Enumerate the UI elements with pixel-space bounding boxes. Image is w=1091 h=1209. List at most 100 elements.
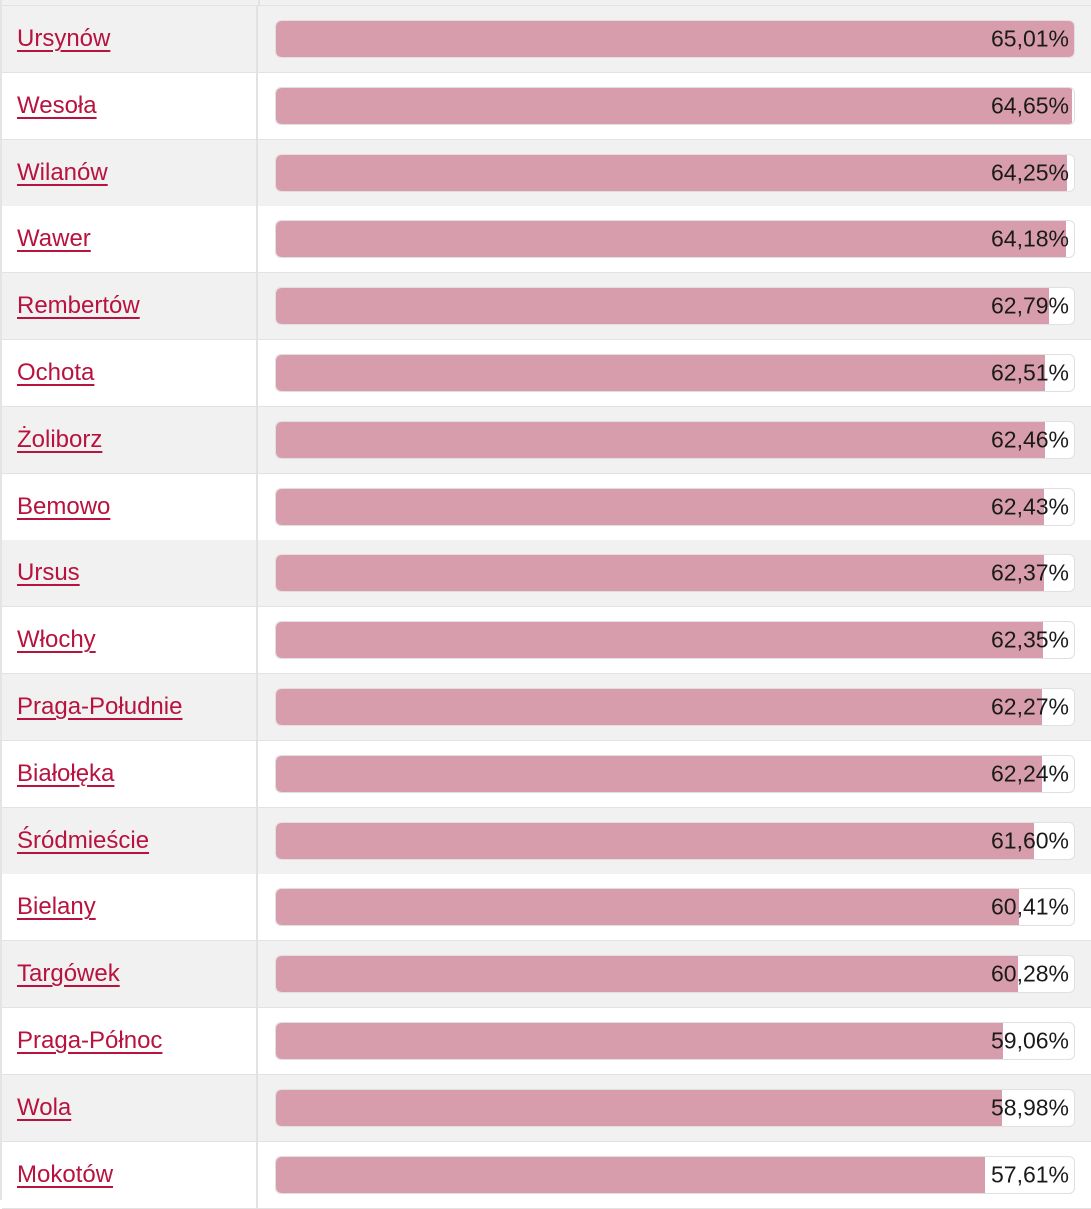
district-link[interactable]: Białołęka bbox=[17, 759, 115, 787]
bar-fill bbox=[276, 822, 1035, 859]
bar-fill bbox=[276, 622, 1044, 659]
bar-fill bbox=[276, 87, 1072, 124]
bar-cell: 60,28% bbox=[260, 941, 1091, 1007]
bar-value-label: 62,46% bbox=[990, 426, 1069, 453]
district-cell: Targówek bbox=[2, 941, 258, 1008]
table-row: Wawer 64,18% bbox=[2, 206, 1091, 274]
bar-track: 62,51% bbox=[275, 354, 1075, 392]
bar-value-label: 62,27% bbox=[990, 693, 1069, 720]
bar-cell: 62,46% bbox=[260, 407, 1091, 473]
bar-cell: 57,61% bbox=[260, 1142, 1091, 1208]
district-link[interactable]: Bemowo bbox=[17, 492, 111, 520]
district-link[interactable]: Praga-Południe bbox=[17, 693, 183, 720]
bar-fill bbox=[276, 21, 1074, 57]
table-row: Bemowo 62,43% bbox=[2, 473, 1091, 541]
district-cell: Ochota bbox=[2, 340, 258, 406]
district-cell: Bielany bbox=[2, 874, 258, 941]
district-link[interactable]: Wesoła bbox=[17, 91, 97, 119]
bar-value-label: 57,61% bbox=[990, 1161, 1069, 1188]
bar-track: 60,41% bbox=[275, 888, 1075, 927]
bar-cell: 62,24% bbox=[260, 741, 1091, 807]
district-cell: Białołęka bbox=[2, 740, 258, 807]
bar-value-label: 64,25% bbox=[990, 159, 1069, 186]
bar-fill bbox=[276, 154, 1067, 191]
bar-track: 62,46% bbox=[275, 420, 1075, 459]
district-cell: Mokotów bbox=[2, 1141, 258, 1208]
bar-cell: 62,27% bbox=[260, 674, 1091, 740]
district-link[interactable]: Mokotów bbox=[17, 1160, 114, 1188]
district-cell: Wilanów bbox=[2, 139, 258, 206]
district-link[interactable]: Wilanów bbox=[17, 158, 108, 186]
district-link[interactable]: Ursynów bbox=[17, 25, 111, 52]
district-link[interactable]: Ochota bbox=[17, 359, 95, 386]
bar-value-label: 64,65% bbox=[990, 92, 1069, 119]
bar-value-label: 62,43% bbox=[990, 493, 1069, 520]
bar-cell: 62,35% bbox=[260, 607, 1091, 673]
bar-fill bbox=[276, 889, 1020, 926]
bar-track: 58,98% bbox=[275, 1088, 1075, 1127]
table-row: Targówek 60,28% bbox=[2, 941, 1091, 1009]
district-cell: Ursus bbox=[2, 540, 258, 607]
table-row: Włochy 62,35% bbox=[2, 607, 1091, 675]
district-link[interactable]: Żoliborz bbox=[17, 425, 103, 453]
bar-value-label: 60,28% bbox=[990, 960, 1069, 987]
bar-cell: 62,51% bbox=[260, 340, 1091, 406]
district-link[interactable]: Bielany bbox=[17, 893, 96, 921]
bar-fill bbox=[276, 1089, 1002, 1126]
bar-cell: 62,37% bbox=[260, 540, 1091, 606]
district-cell: Śródmieście bbox=[2, 807, 258, 874]
district-link[interactable]: Włochy bbox=[17, 626, 96, 654]
bar-track: 62,35% bbox=[275, 621, 1075, 660]
bar-fill bbox=[276, 288, 1049, 325]
bar-track: 62,24% bbox=[275, 754, 1075, 793]
bar-value-label: 62,24% bbox=[990, 760, 1069, 787]
bar-fill bbox=[276, 421, 1045, 458]
table-row: Praga-Południe 62,27% bbox=[2, 674, 1091, 741]
table-row: Praga-Północ 59,06% bbox=[2, 1008, 1091, 1075]
table-row: Białołęka 62,24% bbox=[2, 740, 1091, 808]
district-cell: Rembertów bbox=[2, 273, 258, 340]
table-row: Ursynów 65,01% bbox=[2, 6, 1091, 73]
bar-cell: 61,60% bbox=[260, 808, 1091, 874]
bar-cell: 64,18% bbox=[260, 206, 1091, 272]
bar-track: 64,18% bbox=[275, 220, 1075, 259]
table-row: Śródmieście 61,60% bbox=[2, 807, 1091, 875]
bar-cell: 65,01% bbox=[260, 6, 1091, 72]
bar-value-label: 62,51% bbox=[990, 359, 1069, 386]
district-cell: Praga-Południe bbox=[2, 674, 258, 740]
bar-value-label: 61,60% bbox=[990, 827, 1069, 854]
bar-track: 59,06% bbox=[275, 1022, 1075, 1060]
district-link[interactable]: Wawer bbox=[17, 225, 91, 253]
bar-cell: 62,43% bbox=[260, 474, 1091, 540]
bar-track: 61,60% bbox=[275, 821, 1075, 860]
bar-track: 62,79% bbox=[275, 287, 1075, 326]
district-cell: Żoliborz bbox=[2, 406, 258, 473]
table-row: Mokotów 57,61% bbox=[2, 1141, 1091, 1209]
district-link[interactable]: Wola bbox=[17, 1093, 72, 1121]
table-row: Ursus 62,37% bbox=[2, 540, 1091, 608]
bar-value-label: 65,01% bbox=[990, 25, 1069, 52]
district-cell: Bemowo bbox=[2, 473, 258, 540]
bar-value-label: 58,98% bbox=[990, 1094, 1069, 1121]
table-row: Wesoła 64,65% bbox=[2, 72, 1091, 140]
district-link[interactable]: Praga-Północ bbox=[17, 1027, 163, 1054]
table-row: Wola 58,98% bbox=[2, 1074, 1091, 1142]
bar-track: 64,25% bbox=[275, 153, 1075, 192]
bar-fill bbox=[276, 755, 1042, 792]
bar-track: 62,37% bbox=[275, 554, 1075, 593]
district-link[interactable]: Rembertów bbox=[17, 292, 140, 320]
table-row: Bielany 60,41% bbox=[2, 874, 1091, 942]
bar-track: 65,01% bbox=[275, 20, 1075, 58]
district-link[interactable]: Śródmieście bbox=[17, 826, 150, 854]
district-link[interactable]: Targówek bbox=[17, 960, 120, 988]
district-link[interactable]: Ursus bbox=[17, 559, 80, 587]
bar-fill bbox=[276, 956, 1018, 993]
bar-fill bbox=[276, 689, 1043, 725]
bar-value-label: 60,41% bbox=[990, 893, 1069, 920]
bar-cell: 64,25% bbox=[260, 140, 1091, 206]
district-cell: Ursynów bbox=[2, 6, 258, 72]
bar-value-label: 62,37% bbox=[990, 559, 1069, 586]
district-cell: Wola bbox=[2, 1074, 258, 1141]
bar-fill bbox=[276, 1023, 1003, 1059]
bar-fill bbox=[276, 355, 1046, 391]
